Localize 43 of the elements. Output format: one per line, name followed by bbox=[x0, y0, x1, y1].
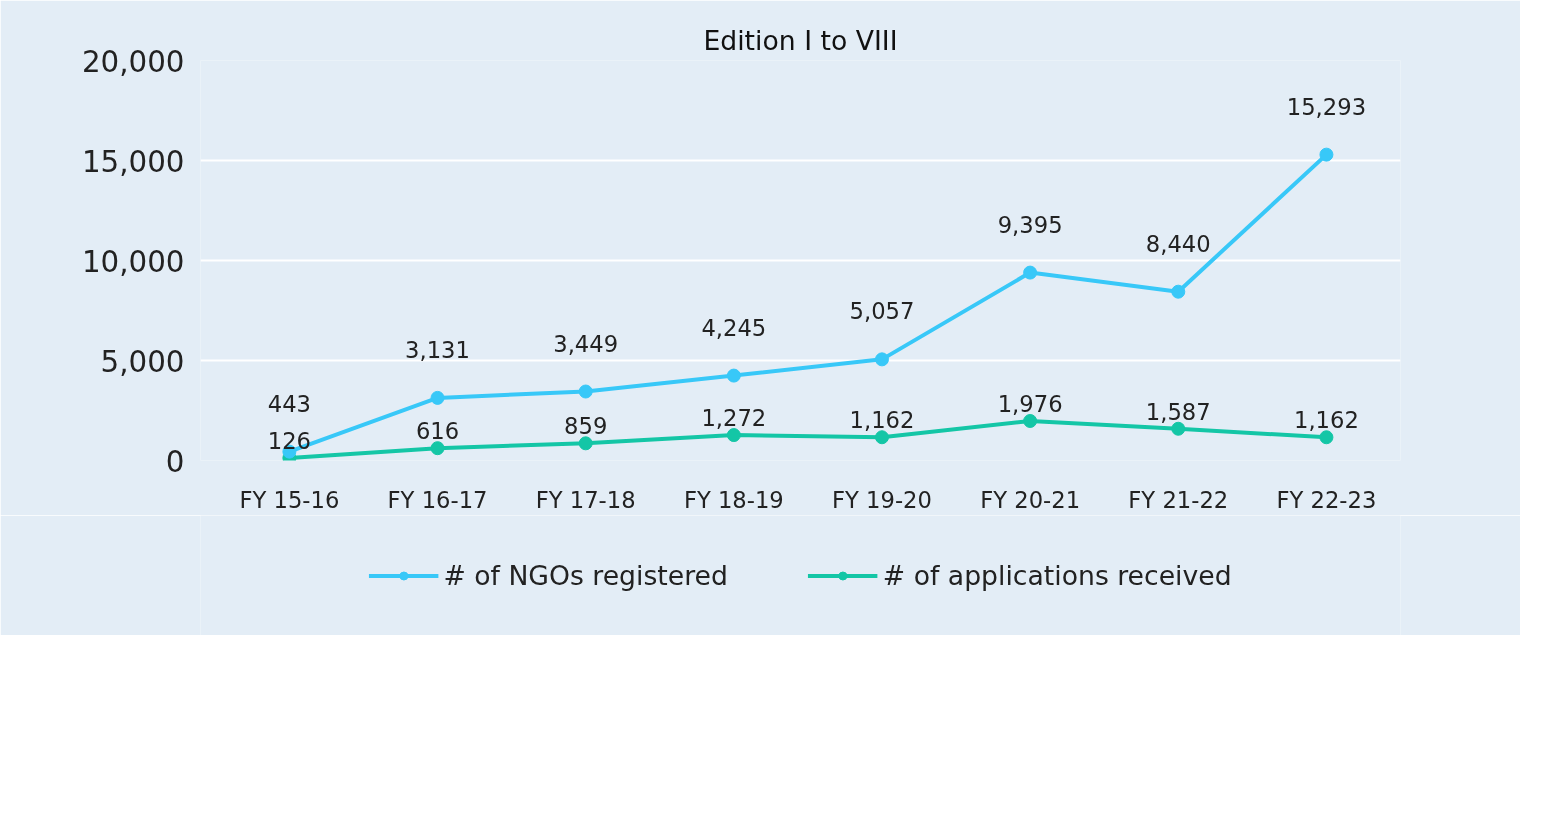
point bbox=[430, 390, 445, 405]
x-tick-label: FY 18-19 bbox=[683, 486, 784, 513]
y-tick-label: 15,000 bbox=[81, 144, 185, 179]
data-label: 9,395 bbox=[997, 211, 1063, 238]
x-tick-label: FY 17-18 bbox=[535, 486, 636, 513]
x-tick-label: FY 19-20 bbox=[832, 486, 932, 513]
point bbox=[1319, 147, 1334, 162]
data-label: 859 bbox=[564, 413, 608, 440]
chart-title: Edition I to VIII bbox=[703, 24, 898, 56]
data-label: 5,057 bbox=[849, 298, 915, 325]
y-tick-label: 20,000 bbox=[81, 44, 185, 79]
data-label: 3,449 bbox=[553, 330, 619, 357]
x-tick-label: FY 21-22 bbox=[1128, 486, 1229, 513]
legend-label: # of applications received bbox=[882, 559, 1232, 591]
point bbox=[874, 430, 889, 445]
x-tick-label: FY 16-17 bbox=[387, 486, 488, 513]
point bbox=[578, 384, 593, 399]
point bbox=[874, 352, 889, 367]
data-label: 8,440 bbox=[1145, 230, 1211, 257]
y-tick-label: 10,000 bbox=[81, 244, 185, 279]
data-label: 1,162 bbox=[849, 407, 915, 434]
point bbox=[1023, 265, 1038, 280]
data-label: 1,162 bbox=[1294, 407, 1359, 434]
data-label: 443 bbox=[267, 390, 312, 417]
y-tick-label: 5,000 bbox=[100, 344, 185, 379]
point bbox=[726, 428, 741, 443]
point bbox=[578, 436, 593, 451]
data-label: 3,131 bbox=[405, 336, 470, 363]
point bbox=[726, 368, 741, 383]
point bbox=[1171, 284, 1186, 299]
data-label: 616 bbox=[415, 418, 460, 445]
data-label: 1,272 bbox=[701, 405, 767, 432]
x-tick-label: FY 15-16 bbox=[239, 486, 340, 513]
x-tick-label: FY 20-21 bbox=[980, 486, 1081, 513]
x-tick-label: FY 22-23 bbox=[1276, 486, 1377, 513]
point bbox=[430, 441, 445, 456]
data-label: 1,587 bbox=[1145, 398, 1211, 425]
data-label: 1,976 bbox=[997, 390, 1063, 417]
point bbox=[1319, 430, 1334, 445]
y-tick-label: 0 bbox=[165, 444, 185, 479]
data-label: 4,245 bbox=[701, 314, 767, 341]
data-label: 15,293 bbox=[1286, 93, 1367, 120]
legend-label: # of NGOs registered bbox=[443, 559, 728, 591]
